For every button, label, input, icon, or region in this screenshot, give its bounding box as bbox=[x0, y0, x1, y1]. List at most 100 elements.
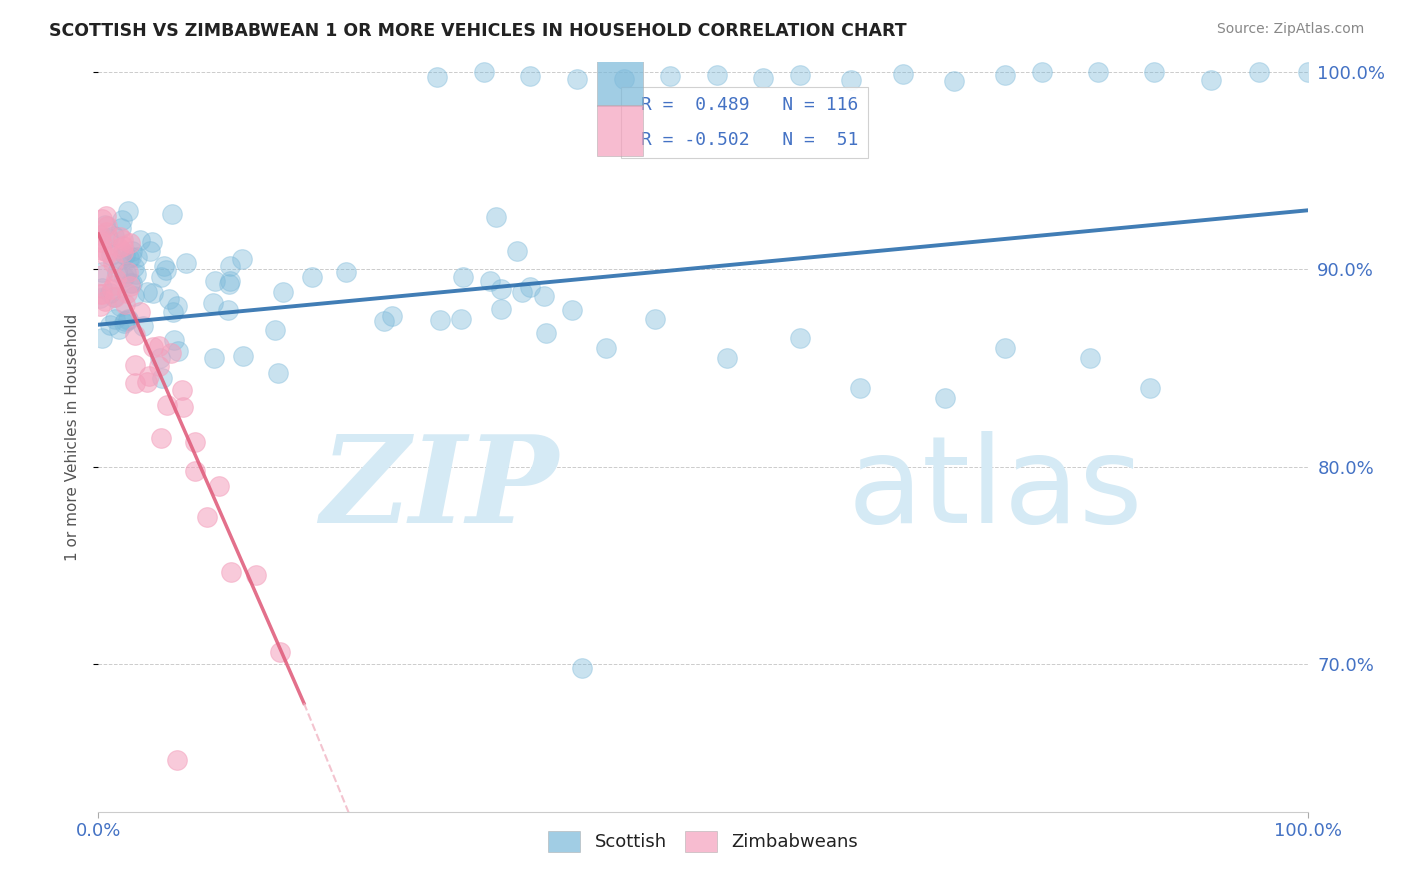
Point bbox=[716, 351, 738, 366]
Text: Source: ZipAtlas.com: Source: ZipAtlas.com bbox=[1216, 22, 1364, 37]
Point bbox=[510, 285, 533, 300]
Point bbox=[120, 250, 142, 264]
Point bbox=[121, 276, 143, 290]
Point bbox=[519, 280, 541, 294]
Point bbox=[101, 282, 124, 296]
Point bbox=[1139, 381, 1161, 395]
Point bbox=[142, 286, 165, 301]
Point bbox=[271, 285, 294, 299]
Point bbox=[117, 313, 139, 327]
Point bbox=[450, 311, 472, 326]
Point bbox=[105, 265, 128, 279]
Point bbox=[489, 301, 512, 316]
Point bbox=[111, 244, 134, 259]
Point bbox=[150, 371, 173, 385]
Point bbox=[112, 270, 135, 285]
Point bbox=[219, 274, 242, 288]
Point bbox=[267, 366, 290, 380]
Point bbox=[204, 274, 226, 288]
Point bbox=[166, 300, 188, 314]
Text: atlas: atlas bbox=[848, 431, 1143, 548]
Point bbox=[217, 302, 239, 317]
Point bbox=[204, 351, 226, 366]
Point bbox=[114, 297, 136, 311]
Legend: Scottish, Zimbabweans: Scottish, Zimbabweans bbox=[540, 823, 866, 859]
Text: R =  0.489   N = 116
 R = -0.502   N =  51: R = 0.489 N = 116 R = -0.502 N = 51 bbox=[630, 96, 859, 149]
Point bbox=[149, 351, 172, 366]
Point bbox=[170, 384, 193, 398]
Point bbox=[478, 274, 501, 288]
Y-axis label: 1 or more Vehicles in Household: 1 or more Vehicles in Household bbox=[65, 313, 80, 561]
Point bbox=[98, 318, 121, 333]
Point bbox=[136, 285, 159, 299]
Point bbox=[114, 314, 136, 328]
Point bbox=[160, 346, 183, 360]
Point bbox=[1296, 65, 1319, 79]
Point bbox=[124, 376, 146, 391]
Point bbox=[172, 400, 194, 414]
Point bbox=[104, 312, 127, 326]
Point bbox=[1087, 65, 1109, 79]
Point bbox=[111, 239, 134, 253]
Point bbox=[157, 292, 180, 306]
FancyBboxPatch shape bbox=[596, 55, 643, 106]
Point bbox=[269, 645, 291, 659]
Point bbox=[118, 277, 141, 291]
Point bbox=[163, 333, 186, 347]
Point bbox=[94, 218, 117, 232]
Point bbox=[934, 391, 956, 405]
Point bbox=[891, 67, 914, 81]
Point bbox=[184, 435, 207, 450]
Point bbox=[110, 252, 132, 267]
Point bbox=[104, 290, 127, 304]
Point bbox=[114, 247, 136, 261]
Point bbox=[218, 277, 240, 291]
Point bbox=[659, 70, 682, 84]
Point bbox=[1249, 65, 1271, 79]
Point bbox=[148, 359, 170, 374]
Point bbox=[789, 69, 811, 83]
Point bbox=[124, 328, 146, 343]
Point bbox=[101, 256, 124, 270]
Point bbox=[118, 251, 141, 265]
Point bbox=[110, 299, 132, 313]
Point bbox=[139, 244, 162, 258]
Point bbox=[595, 342, 617, 356]
Point bbox=[103, 290, 125, 304]
Point bbox=[380, 309, 402, 323]
Point bbox=[505, 244, 527, 259]
Point bbox=[644, 311, 666, 326]
Point bbox=[142, 340, 165, 354]
Point bbox=[94, 294, 117, 309]
Point bbox=[451, 270, 474, 285]
Point bbox=[301, 269, 323, 284]
Point bbox=[115, 267, 138, 281]
Point bbox=[110, 213, 132, 227]
Point bbox=[125, 250, 148, 264]
Point bbox=[485, 211, 508, 225]
Point bbox=[104, 272, 127, 286]
Point bbox=[335, 265, 357, 279]
Point bbox=[117, 265, 139, 279]
Point bbox=[149, 269, 172, 284]
Point bbox=[90, 287, 112, 301]
Point bbox=[108, 230, 131, 244]
Point bbox=[90, 211, 112, 226]
Point bbox=[201, 296, 224, 310]
Point bbox=[561, 303, 583, 318]
Point bbox=[156, 398, 179, 412]
Point bbox=[208, 479, 231, 493]
Point bbox=[91, 265, 114, 279]
Point bbox=[117, 311, 139, 326]
Point bbox=[128, 233, 150, 247]
Point bbox=[100, 248, 122, 262]
Point bbox=[90, 281, 112, 295]
Point bbox=[1031, 65, 1053, 79]
Point bbox=[152, 259, 174, 273]
Point bbox=[219, 259, 242, 273]
Point bbox=[429, 313, 451, 327]
Point bbox=[221, 565, 243, 579]
Point bbox=[150, 431, 173, 445]
Point bbox=[160, 207, 183, 221]
Point bbox=[565, 71, 588, 86]
